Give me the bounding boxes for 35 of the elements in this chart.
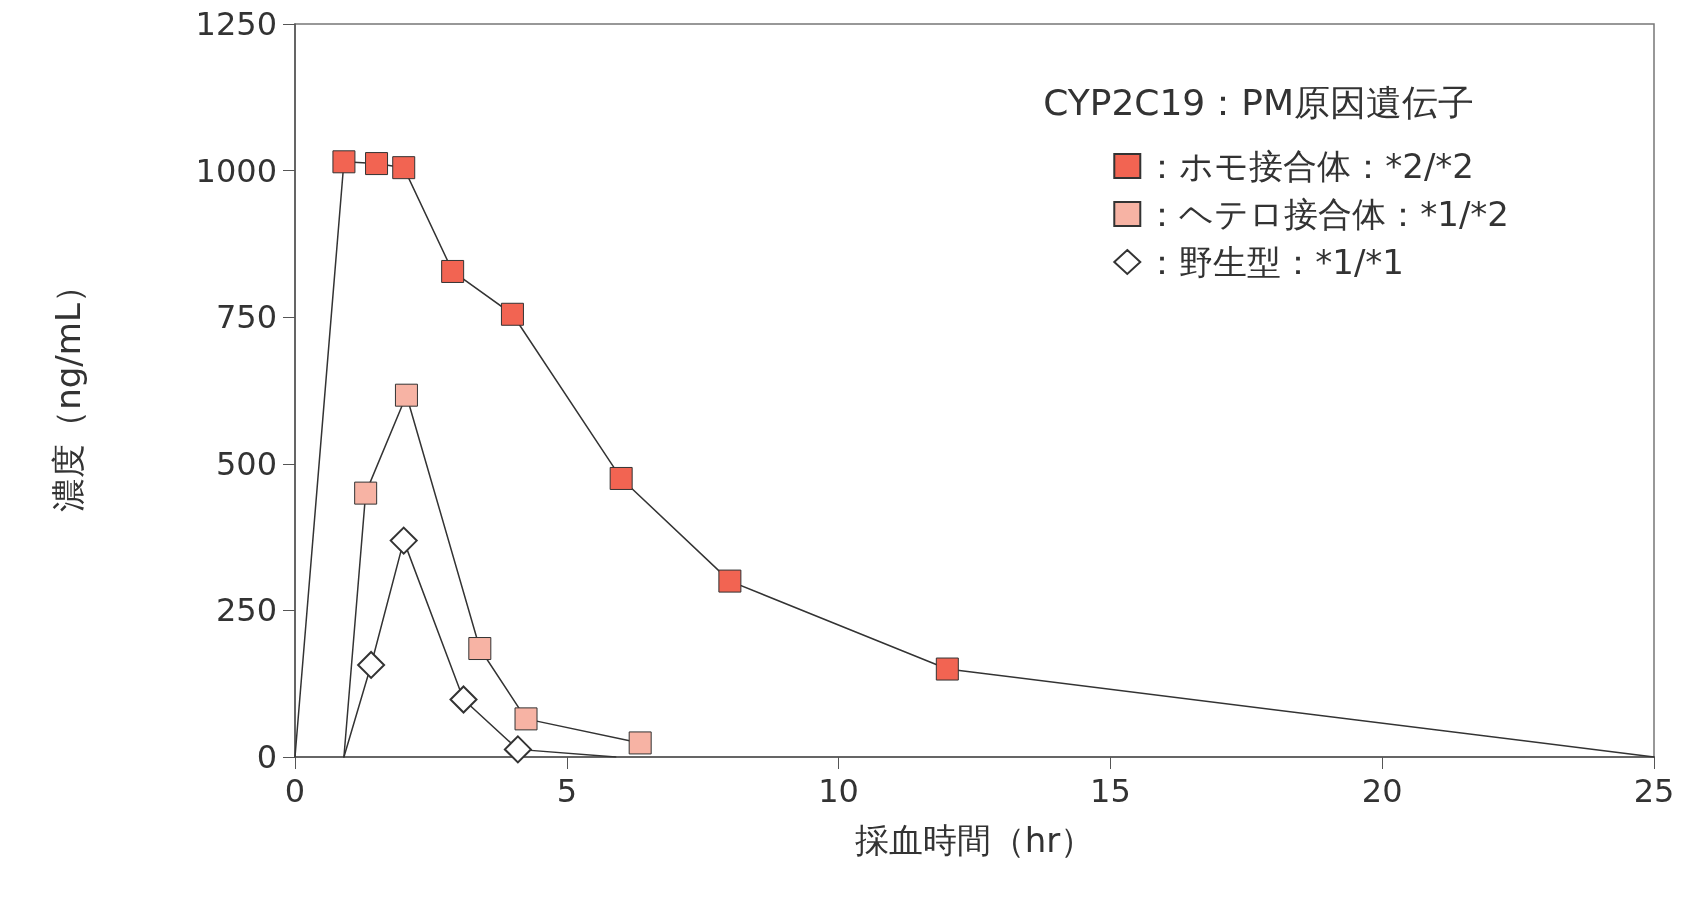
point — [468, 637, 492, 661]
legend-title: CYP2C19：PM原因遺伝子 — [1043, 81, 1475, 123]
x-tick-label: 25 — [1633, 772, 1675, 810]
y-tick-label: 1000 — [195, 151, 277, 190]
legend-label: ：ヘテロ接合体：*1/*2 — [1145, 194, 1509, 234]
point — [500, 302, 524, 326]
point — [514, 707, 538, 731]
y-tick-label: 750 — [215, 298, 277, 337]
point — [441, 259, 465, 283]
point — [718, 569, 742, 593]
y-tick-label: 0 — [256, 738, 277, 776]
y-axis-title: 濃度（ng/mL） — [48, 269, 88, 512]
point — [389, 526, 418, 555]
y-tick-label: 250 — [215, 591, 277, 630]
x-tick-label: 15 — [1090, 772, 1131, 810]
point — [357, 650, 386, 679]
x-axis-title: 採血時間（hr） — [854, 820, 1095, 860]
x-tick-label: 20 — [1361, 772, 1403, 810]
point — [394, 383, 418, 407]
point — [332, 150, 356, 174]
x-tick-label: 5 — [556, 772, 577, 810]
point — [609, 466, 633, 490]
point — [449, 685, 478, 714]
point — [503, 735, 532, 764]
x-tick-label: 0 — [284, 772, 306, 810]
point — [628, 731, 652, 755]
y-tick-label: 1250 — [195, 5, 277, 43]
legend-label: ：野生型：*1/*1 — [1145, 242, 1404, 282]
point — [354, 481, 378, 505]
point — [935, 657, 959, 681]
x-tick-label: 10 — [818, 772, 859, 810]
y-tick-label: 500 — [215, 444, 277, 483]
legend-label: ：ホモ接合体：*2/*2 — [1145, 146, 1474, 186]
point — [365, 152, 389, 176]
point — [392, 156, 416, 180]
